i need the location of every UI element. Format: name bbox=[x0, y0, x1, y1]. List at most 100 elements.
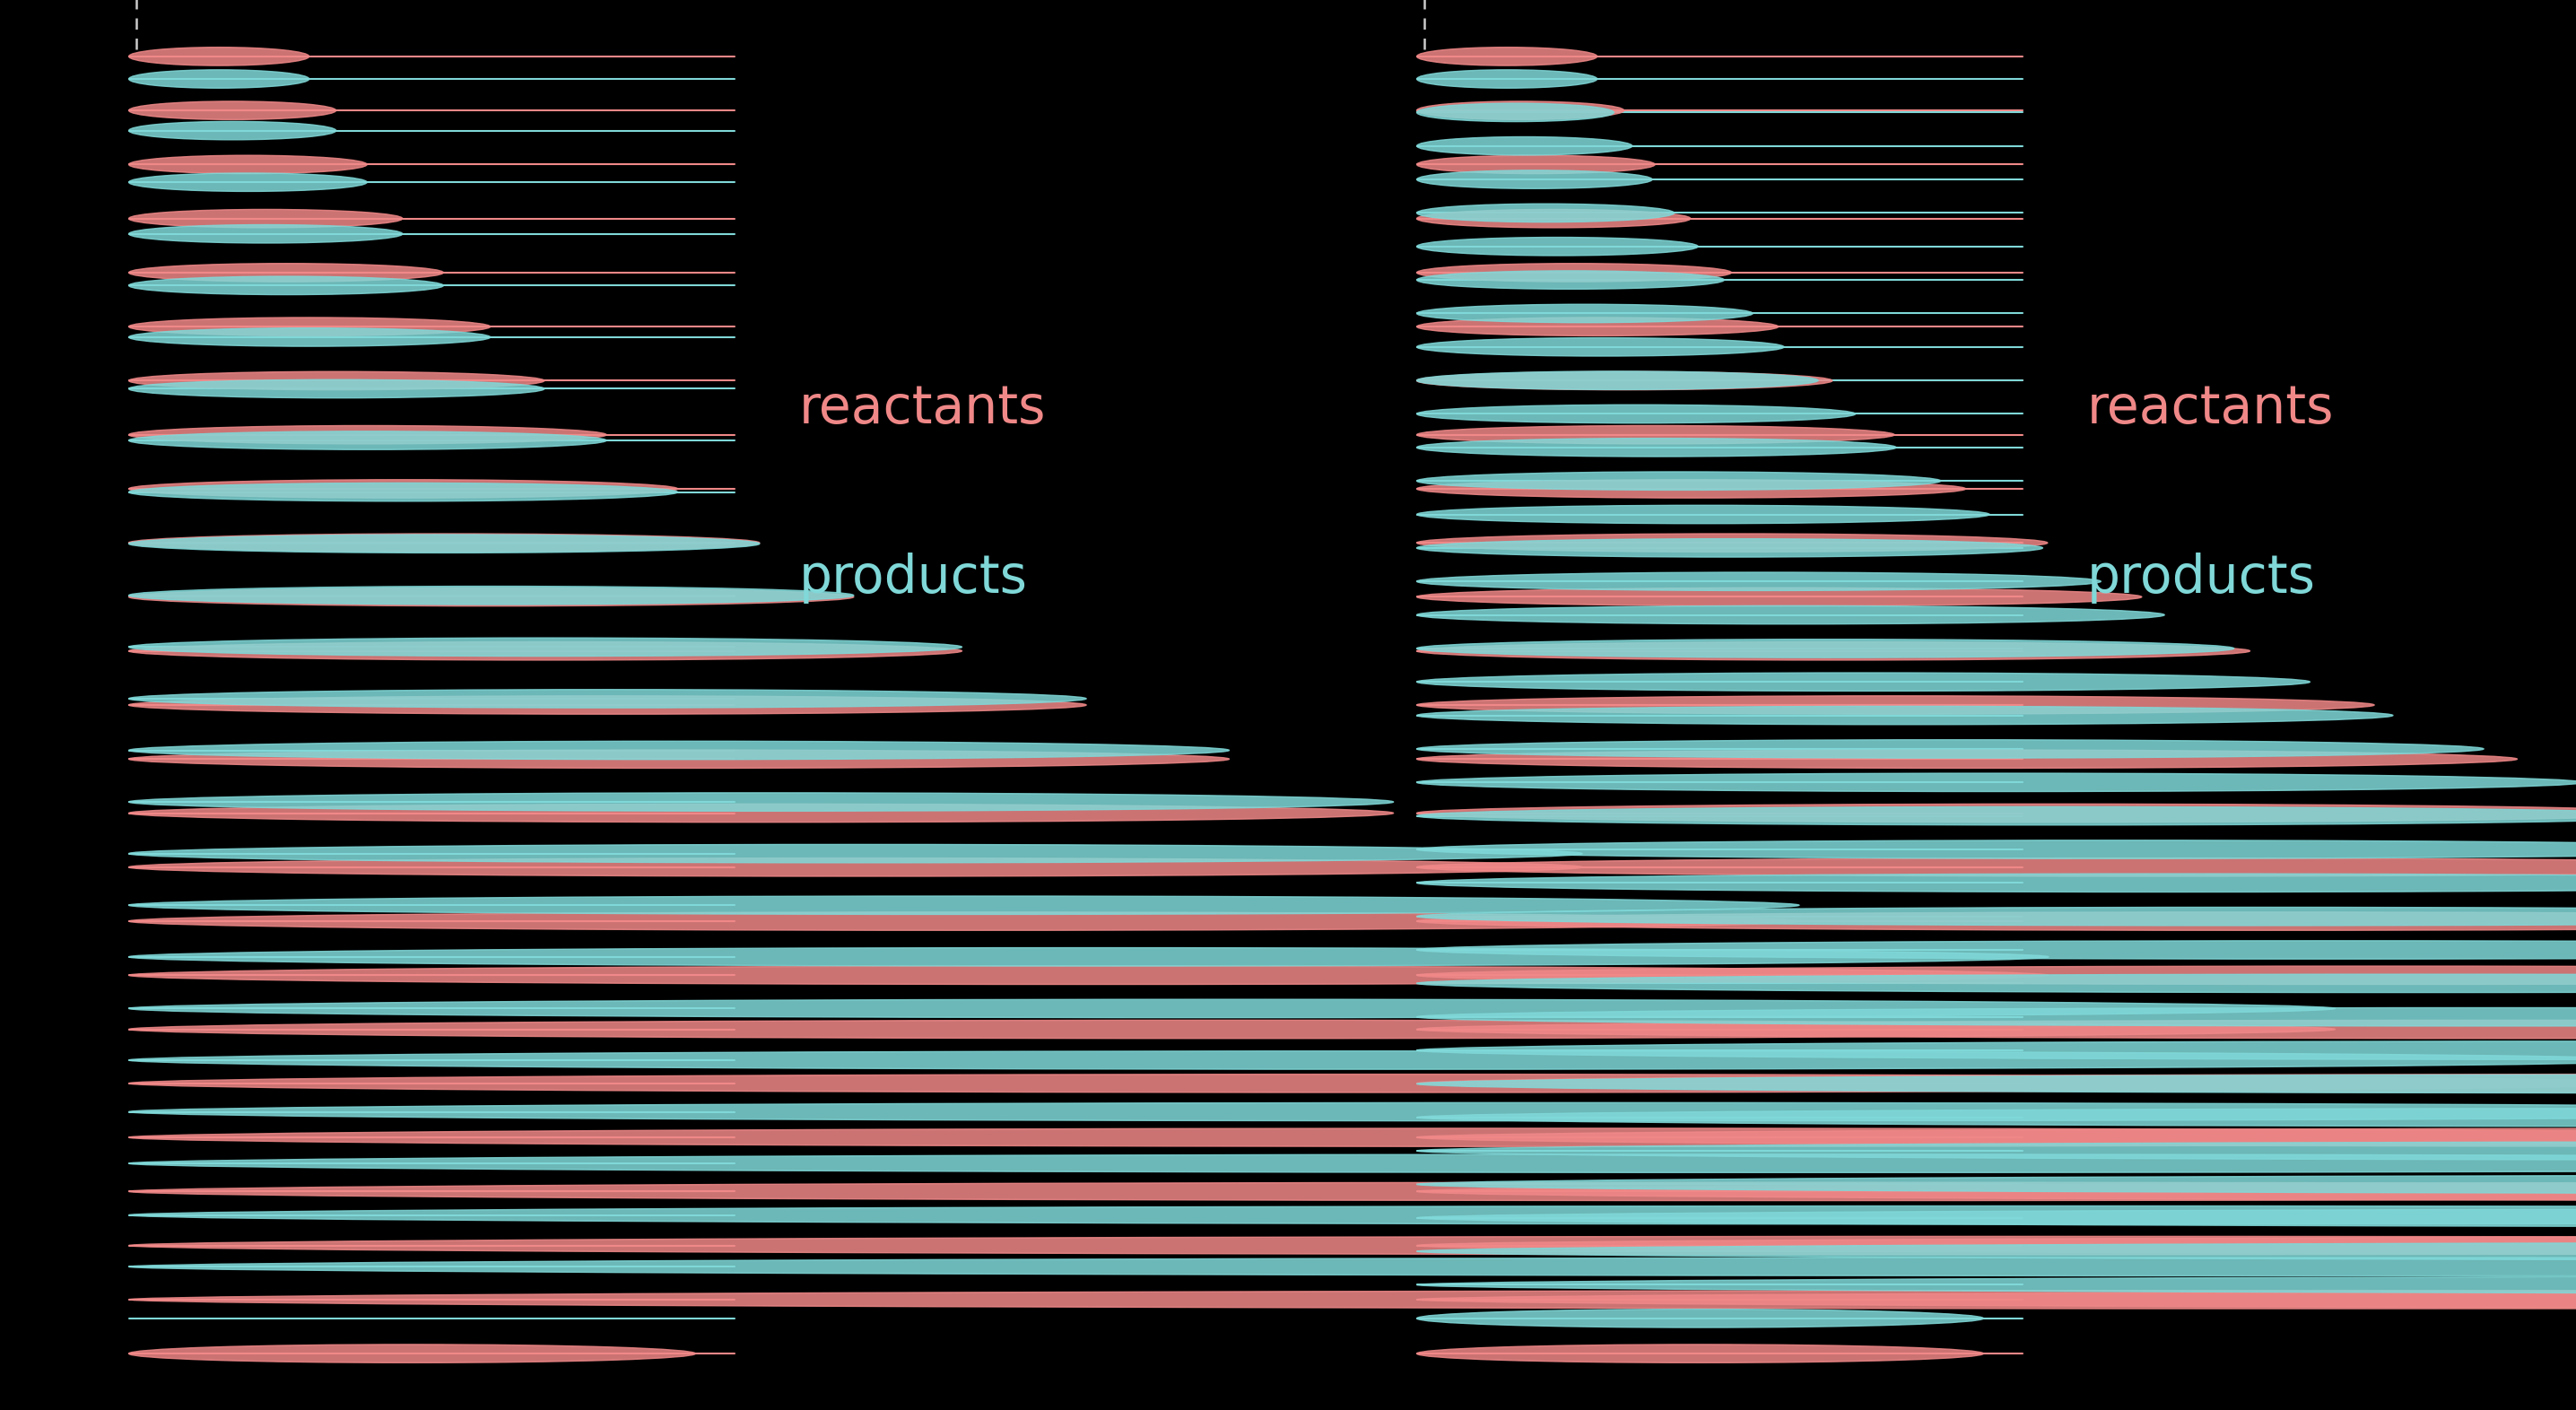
Ellipse shape bbox=[1417, 405, 1855, 423]
Ellipse shape bbox=[1417, 479, 1965, 498]
Text: products: products bbox=[799, 553, 1028, 603]
Ellipse shape bbox=[129, 69, 309, 89]
Ellipse shape bbox=[129, 1050, 2576, 1069]
Ellipse shape bbox=[129, 121, 335, 140]
Ellipse shape bbox=[1417, 1290, 2576, 1308]
Ellipse shape bbox=[1417, 472, 1940, 491]
Ellipse shape bbox=[129, 912, 1798, 931]
Ellipse shape bbox=[1417, 47, 1597, 66]
Ellipse shape bbox=[1417, 371, 1819, 389]
Ellipse shape bbox=[129, 1128, 2576, 1146]
Ellipse shape bbox=[1417, 237, 1698, 255]
Ellipse shape bbox=[1417, 940, 2576, 959]
Ellipse shape bbox=[129, 587, 853, 605]
Ellipse shape bbox=[129, 1182, 2576, 1200]
Ellipse shape bbox=[129, 482, 677, 501]
Ellipse shape bbox=[129, 750, 1229, 768]
Ellipse shape bbox=[1417, 1182, 2576, 1200]
Ellipse shape bbox=[129, 1000, 2334, 1018]
Ellipse shape bbox=[1417, 1041, 2576, 1059]
Ellipse shape bbox=[129, 1290, 2576, 1308]
Ellipse shape bbox=[1417, 69, 1597, 89]
Ellipse shape bbox=[1417, 912, 2576, 931]
Ellipse shape bbox=[1417, 338, 1785, 357]
Ellipse shape bbox=[129, 209, 402, 228]
Ellipse shape bbox=[129, 1258, 2576, 1276]
Ellipse shape bbox=[1417, 317, 1777, 336]
Ellipse shape bbox=[1417, 807, 2576, 825]
Ellipse shape bbox=[129, 534, 760, 553]
Ellipse shape bbox=[1417, 1074, 2576, 1093]
Ellipse shape bbox=[129, 1345, 696, 1362]
Ellipse shape bbox=[129, 845, 1582, 863]
Ellipse shape bbox=[1417, 426, 1893, 444]
Ellipse shape bbox=[129, 224, 402, 243]
Ellipse shape bbox=[1417, 155, 1654, 173]
Ellipse shape bbox=[129, 1155, 2576, 1173]
Ellipse shape bbox=[1417, 439, 1896, 457]
Ellipse shape bbox=[1417, 588, 2141, 606]
Ellipse shape bbox=[1417, 505, 1989, 523]
Ellipse shape bbox=[1417, 1074, 2576, 1093]
Ellipse shape bbox=[1417, 209, 1690, 228]
Ellipse shape bbox=[1417, 102, 1623, 120]
Ellipse shape bbox=[129, 689, 1087, 708]
Ellipse shape bbox=[129, 264, 443, 282]
Ellipse shape bbox=[1417, 740, 2483, 759]
Ellipse shape bbox=[1417, 1008, 2576, 1026]
Ellipse shape bbox=[1417, 1208, 2576, 1227]
Ellipse shape bbox=[1417, 773, 2576, 791]
Ellipse shape bbox=[129, 173, 366, 192]
Ellipse shape bbox=[129, 742, 1229, 760]
Ellipse shape bbox=[1417, 539, 2043, 557]
Ellipse shape bbox=[129, 102, 335, 120]
Text: reactants: reactants bbox=[2087, 384, 2334, 434]
Ellipse shape bbox=[1417, 907, 2576, 925]
Ellipse shape bbox=[1417, 1276, 2576, 1294]
Ellipse shape bbox=[129, 276, 443, 295]
Ellipse shape bbox=[1417, 271, 1723, 289]
Ellipse shape bbox=[129, 588, 853, 606]
Ellipse shape bbox=[1417, 305, 1752, 323]
Ellipse shape bbox=[1417, 840, 2576, 859]
Ellipse shape bbox=[1417, 204, 1674, 223]
Ellipse shape bbox=[129, 1103, 2576, 1121]
Ellipse shape bbox=[1417, 264, 1731, 282]
Text: reactants: reactants bbox=[799, 384, 1046, 434]
Ellipse shape bbox=[129, 47, 309, 66]
Ellipse shape bbox=[129, 637, 961, 656]
Ellipse shape bbox=[1417, 966, 2576, 984]
Ellipse shape bbox=[1417, 1019, 2576, 1038]
Ellipse shape bbox=[1417, 1237, 2576, 1255]
Ellipse shape bbox=[1417, 673, 2311, 691]
Ellipse shape bbox=[1417, 804, 2576, 822]
Ellipse shape bbox=[1417, 1108, 2576, 1127]
Ellipse shape bbox=[1417, 103, 1615, 121]
Ellipse shape bbox=[1417, 1128, 2576, 1146]
Ellipse shape bbox=[1417, 974, 2576, 993]
Ellipse shape bbox=[1417, 706, 2393, 725]
Ellipse shape bbox=[129, 695, 1087, 713]
Ellipse shape bbox=[129, 479, 677, 498]
Ellipse shape bbox=[1417, 874, 2576, 893]
Ellipse shape bbox=[129, 642, 961, 660]
Ellipse shape bbox=[129, 1074, 2576, 1093]
Ellipse shape bbox=[129, 329, 489, 347]
Ellipse shape bbox=[1417, 1308, 1984, 1328]
Ellipse shape bbox=[129, 379, 544, 398]
Ellipse shape bbox=[129, 1206, 2576, 1224]
Text: products: products bbox=[2087, 553, 2316, 603]
Ellipse shape bbox=[129, 426, 605, 444]
Ellipse shape bbox=[1417, 533, 2048, 553]
Ellipse shape bbox=[1417, 1242, 2576, 1261]
Ellipse shape bbox=[129, 431, 605, 450]
Ellipse shape bbox=[1417, 371, 1832, 391]
Ellipse shape bbox=[1417, 572, 2102, 591]
Ellipse shape bbox=[1417, 1142, 2576, 1160]
Ellipse shape bbox=[129, 1019, 2334, 1038]
Ellipse shape bbox=[129, 1237, 2576, 1255]
Ellipse shape bbox=[1417, 857, 2576, 876]
Ellipse shape bbox=[1417, 1175, 2576, 1193]
Ellipse shape bbox=[1417, 750, 2517, 768]
Ellipse shape bbox=[129, 155, 366, 173]
